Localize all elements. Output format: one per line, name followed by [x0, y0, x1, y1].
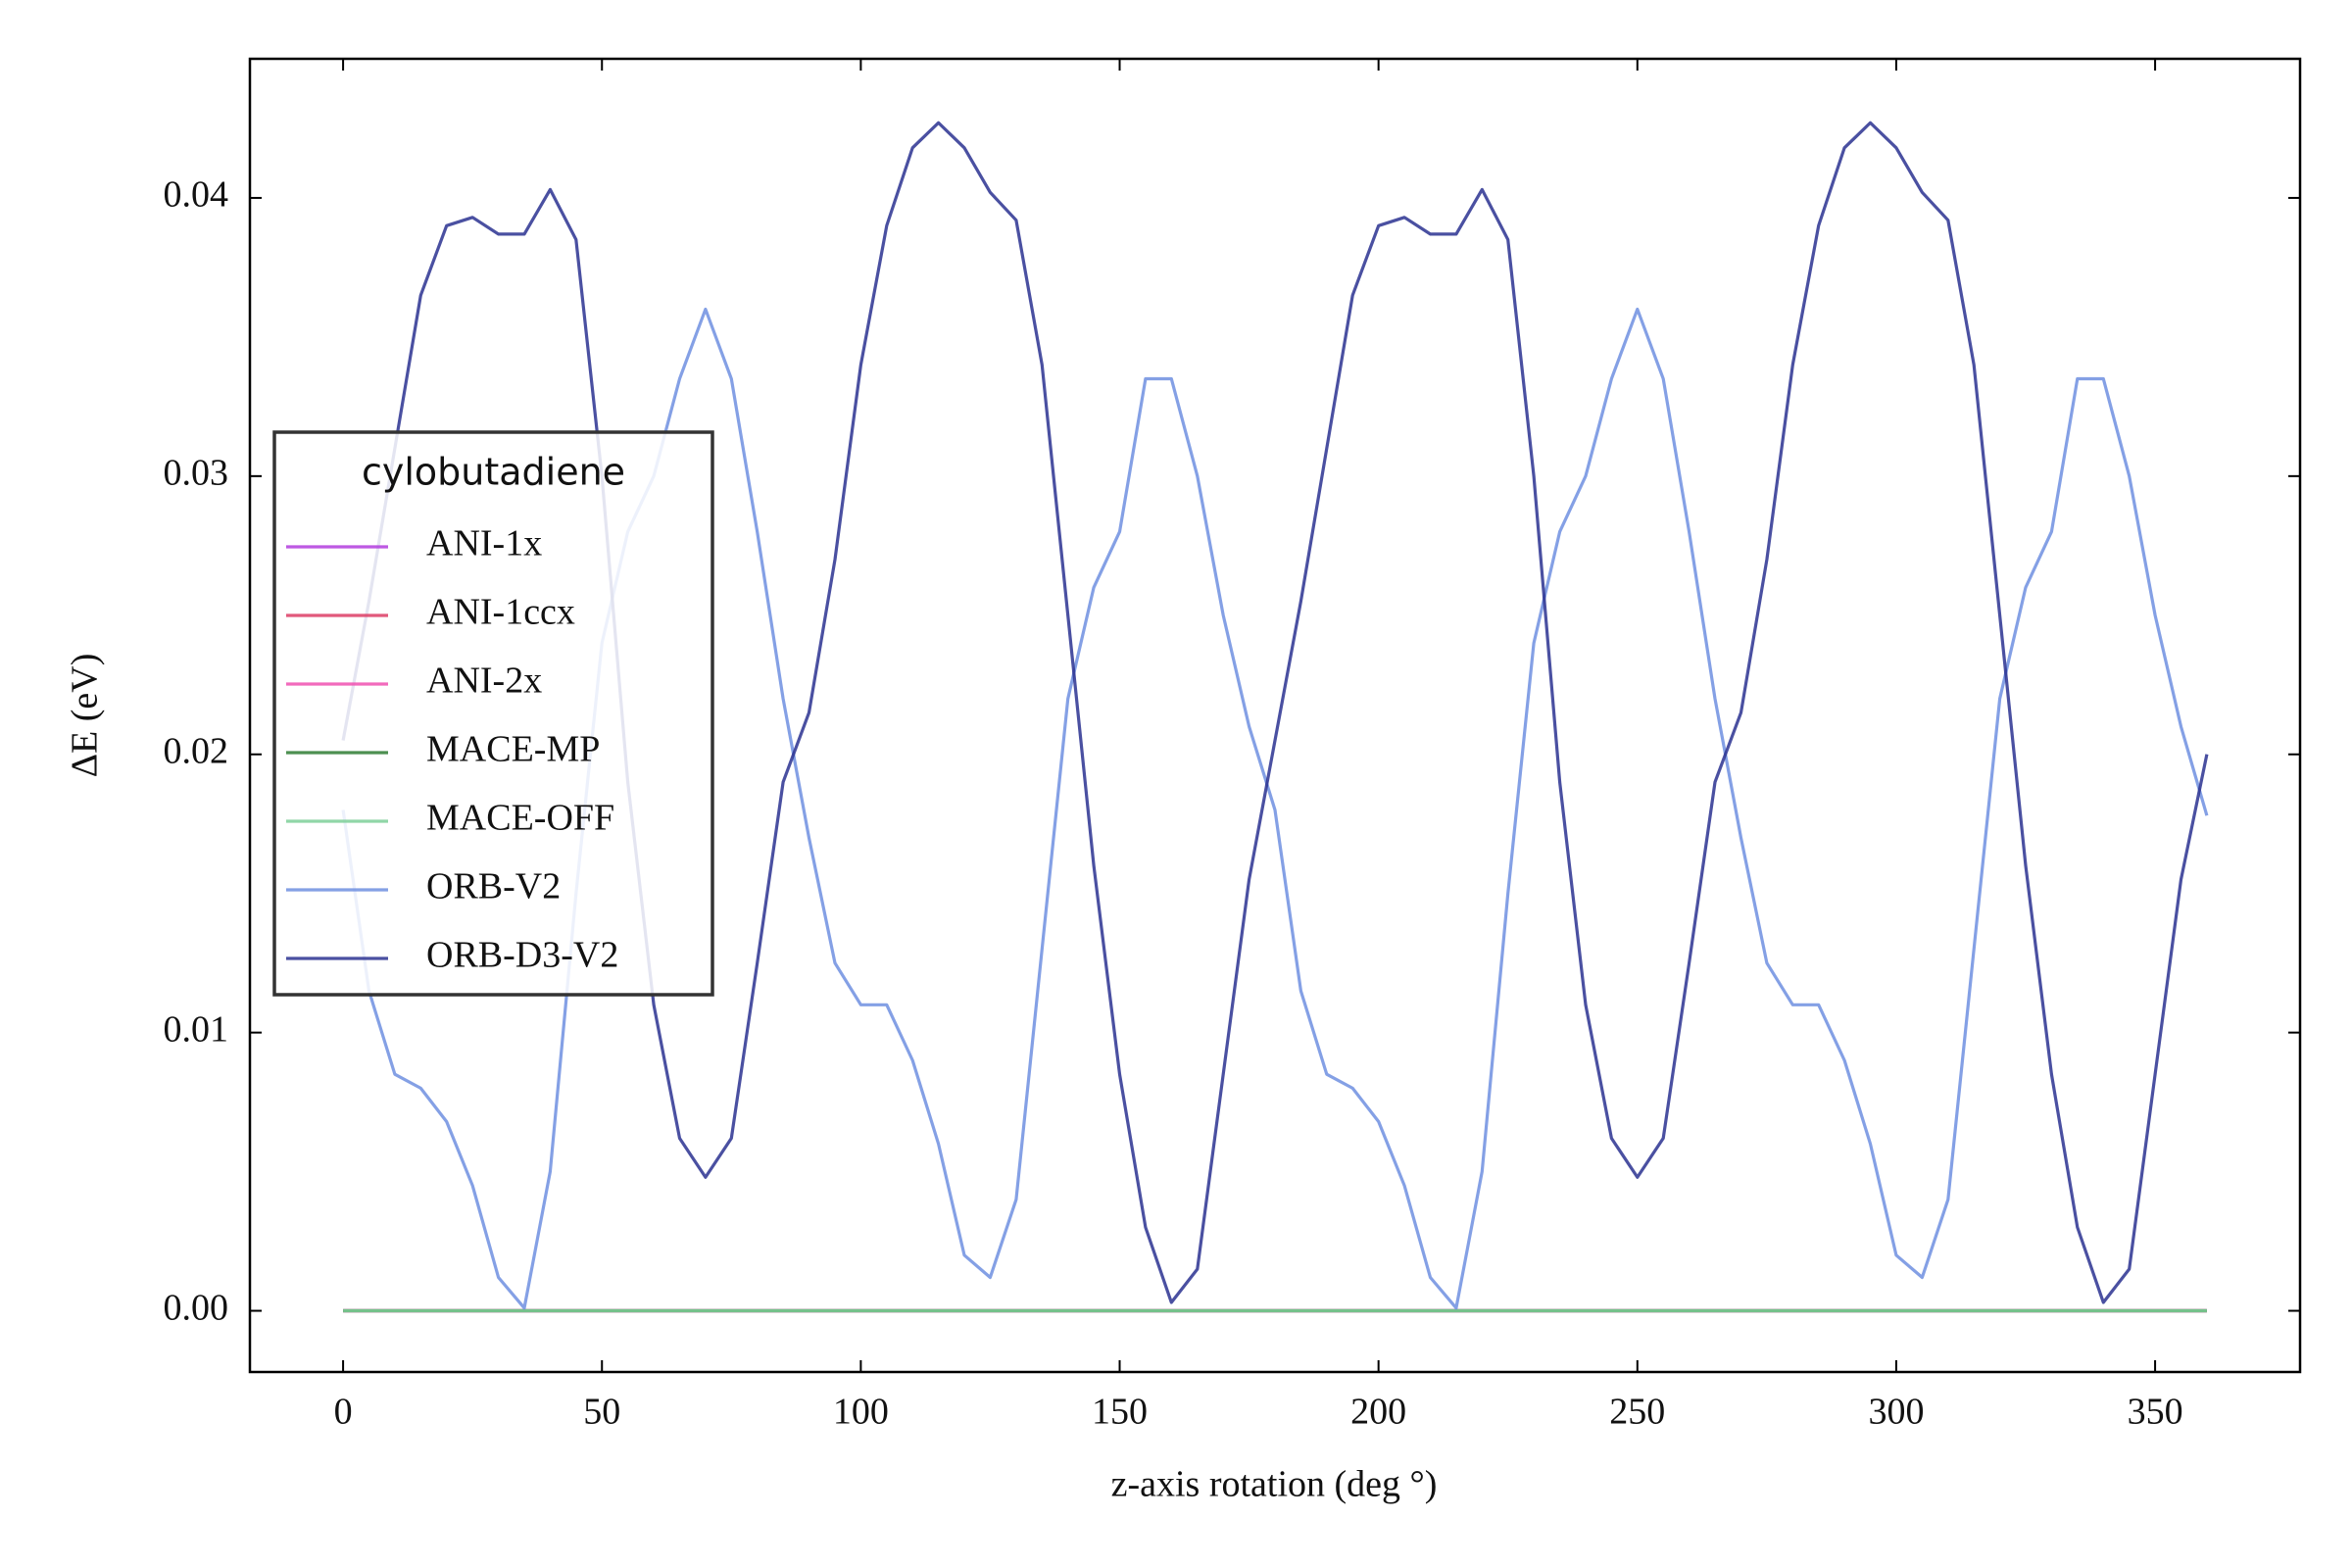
legend-label: MACE-OFF: [426, 798, 614, 839]
y-tick-label: 0.04: [164, 174, 229, 216]
plot-frame: [248, 57, 2302, 1374]
legend-label: ORB-D3-V2: [426, 935, 618, 976]
x-tick-label: 0: [334, 1392, 353, 1433]
y-tick-label: 0.00: [164, 1287, 229, 1328]
series-line: [341, 121, 2209, 1304]
x-tick-label: 300: [1868, 1392, 1924, 1433]
legend-label: ORB-V2: [426, 866, 561, 907]
legend-label: ANI-2x: [426, 661, 542, 702]
x-tick-label: 200: [1350, 1392, 1406, 1433]
legend-label: ANI-1ccx: [426, 592, 575, 633]
x-tick-label: 100: [833, 1392, 889, 1433]
legend-label: ANI-1x: [426, 523, 542, 564]
y-tick-label: 0.01: [164, 1008, 229, 1050]
x-tick-label: 150: [1092, 1392, 1148, 1433]
y-tick-label: 0.03: [164, 453, 229, 494]
x-axis-label: z-axis rotation (deg °): [1111, 1464, 1438, 1505]
legend-title: cylobutadiene: [362, 451, 625, 494]
legend-box: [272, 430, 714, 997]
y-axis-label: ΔE (eV): [65, 654, 106, 778]
y-tick-label: 0.02: [164, 730, 229, 771]
x-tick-label: 350: [2128, 1392, 2183, 1433]
x-tick-label: 50: [583, 1392, 620, 1433]
legend-label: MACE-MP: [426, 729, 600, 770]
x-tick-label: 250: [1609, 1392, 1665, 1433]
